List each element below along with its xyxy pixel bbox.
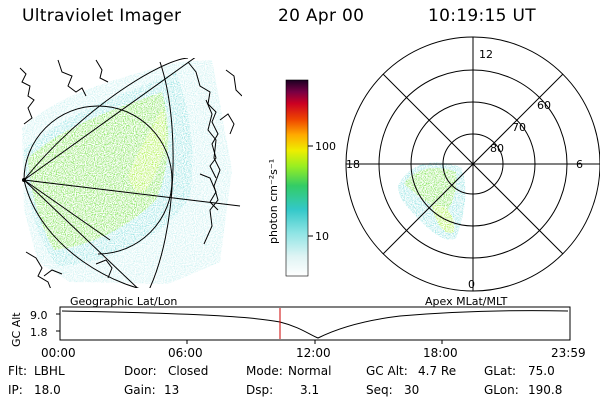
footer-seq-label: Seq:	[366, 383, 393, 397]
left-projection-label: Geographic Lat/Lon	[70, 295, 177, 308]
footer-mode-label: Mode:	[246, 364, 283, 378]
app-title: Ultraviolet Imager	[22, 6, 182, 26]
polar-grid	[345, 36, 600, 292]
footer-dsp-value: 3.1	[300, 383, 320, 397]
footer-glon-value: 190.8	[528, 383, 563, 397]
altitude-strip-frame	[59, 306, 571, 341]
mlat-label-70: 70	[512, 121, 526, 134]
footer-ip-value: 18.0	[34, 383, 61, 397]
footer-door-value: Closed	[168, 364, 209, 378]
graticule	[23, 58, 241, 288]
altitude-strip: 9.0 1.8 GC Alt	[10, 306, 571, 347]
mlat-label-60: 60	[537, 99, 551, 112]
footer-gain-label: Gain:	[124, 383, 156, 397]
footer-dsp-label: Dsp:	[246, 383, 274, 397]
footer-flt-label: Flt:	[8, 364, 27, 378]
colorbar-unit-label: photon cm⁻²s⁻¹	[267, 159, 280, 244]
strip-xtick-2359: 23:59	[551, 346, 586, 360]
footer-ip-label: IP:	[8, 383, 23, 397]
polar-aurora	[398, 162, 466, 240]
time-label: 10:19:15 UT	[428, 6, 536, 26]
footer-door-label: Door:	[124, 364, 157, 378]
footer-gain-value: 13	[164, 383, 180, 397]
geographic-image-panel	[19, 58, 242, 288]
colorbar-scale	[285, 79, 309, 277]
footer-glon-label: GLon:	[484, 383, 519, 397]
colorbar-tick-label-10: 10	[315, 230, 329, 243]
altitude-curve	[61, 310, 569, 339]
coastline-overlay	[19, 59, 242, 288]
date-label: 20 Apr 00	[278, 6, 365, 26]
strip-ylabel: GC Alt	[10, 312, 23, 347]
aurora-emission	[22, 60, 232, 284]
colorbar: 100 10 photon cm⁻²s⁻¹	[267, 79, 336, 277]
strip-ytick-9: 9.0	[30, 309, 48, 322]
strip-xtick-0000: 00:00	[41, 346, 76, 360]
mlt-label-0: 0	[468, 278, 475, 291]
mlat-label-80: 80	[490, 142, 504, 155]
footer-glat-label: GLat:	[484, 364, 517, 378]
footer-gcalt-value: 4.7 Re	[418, 364, 457, 378]
footer-mode-value: Normal	[288, 364, 332, 378]
strip-ytick-1-8: 1.8	[30, 326, 48, 339]
right-projection-label: Apex MLat/MLT	[425, 295, 508, 308]
footer-gcalt-label: GC Alt:	[366, 364, 408, 378]
strip-xtick-0600: 06:00	[168, 346, 203, 360]
polar-plot: 12 18 6 0 60 70 80	[345, 36, 600, 292]
footer-glat-value: 75.0	[528, 364, 555, 378]
mlt-label-6: 6	[576, 158, 583, 171]
mlt-label-18: 18	[346, 158, 360, 171]
pole-marker	[22, 178, 26, 182]
strip-xtick-1800: 18:00	[423, 346, 458, 360]
footer-seq-value: 30	[404, 383, 420, 397]
footer-flt-value: LBHL	[34, 364, 65, 378]
strip-xtick-1200: 12:00	[296, 346, 331, 360]
colorbar-tick-label-100: 100	[315, 140, 336, 153]
mlt-label-12: 12	[479, 48, 493, 61]
